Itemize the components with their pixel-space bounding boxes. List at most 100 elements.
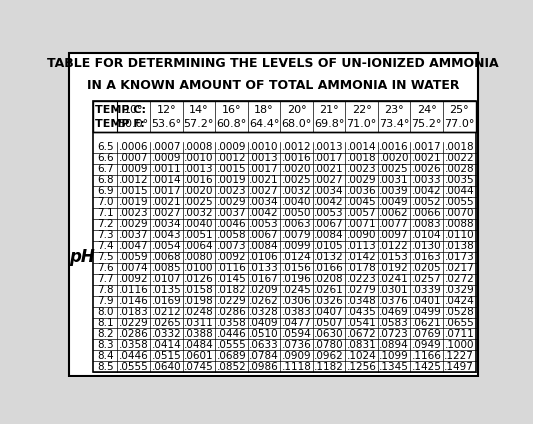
Text: .0601: .0601	[184, 351, 214, 361]
Text: .0689: .0689	[216, 351, 246, 361]
Text: .1227: .1227	[445, 351, 474, 361]
Text: .1497: .1497	[445, 362, 474, 372]
Text: .0105: .0105	[314, 241, 344, 251]
Text: .0023: .0023	[347, 164, 376, 174]
Text: .0138: .0138	[445, 241, 474, 251]
Text: .0026: .0026	[412, 164, 441, 174]
Text: 7.0: 7.0	[97, 197, 114, 207]
Text: .0027: .0027	[314, 175, 344, 185]
Text: .0021: .0021	[314, 164, 344, 174]
Text: 7.6: 7.6	[97, 263, 114, 273]
Text: 77.0°: 77.0°	[444, 119, 474, 128]
Text: .0446: .0446	[216, 329, 246, 339]
Text: .0248: .0248	[184, 307, 214, 317]
Text: .0015: .0015	[216, 164, 246, 174]
Text: .0311: .0311	[184, 318, 214, 328]
Text: .0052: .0052	[412, 197, 441, 207]
Text: 7.8: 7.8	[97, 285, 114, 295]
Text: .0080: .0080	[184, 252, 214, 262]
Text: .0640: .0640	[151, 362, 181, 372]
Text: .0047: .0047	[119, 241, 149, 251]
Text: 18°: 18°	[254, 105, 274, 114]
Text: .0736: .0736	[281, 340, 311, 350]
Text: 21°: 21°	[319, 105, 339, 114]
Text: .0100: .0100	[184, 263, 214, 273]
Text: .0672: .0672	[347, 329, 376, 339]
Text: .0962: .0962	[314, 351, 344, 361]
Text: 8.0: 8.0	[97, 307, 114, 317]
Text: .0018: .0018	[445, 142, 474, 152]
FancyBboxPatch shape	[69, 53, 478, 376]
Text: .0169: .0169	[151, 296, 181, 306]
Text: .0073: .0073	[216, 241, 246, 251]
Text: .0555: .0555	[119, 362, 149, 372]
Text: .0142: .0142	[347, 252, 376, 262]
Text: .0435: .0435	[347, 307, 376, 317]
Text: .0015: .0015	[119, 186, 149, 196]
Text: .0655: .0655	[445, 318, 474, 328]
Text: .0027: .0027	[249, 186, 279, 196]
Text: .0092: .0092	[216, 252, 246, 262]
Text: .0477: .0477	[281, 318, 311, 328]
Text: 6.8: 6.8	[97, 175, 114, 185]
Text: .0229: .0229	[119, 318, 149, 328]
Text: TEMP C:: TEMP C:	[95, 105, 146, 114]
Text: .0124: .0124	[281, 252, 311, 262]
Text: 6.6: 6.6	[97, 153, 114, 163]
Text: .0173: .0173	[445, 252, 474, 262]
Text: .0166: .0166	[314, 263, 344, 273]
Text: .0017: .0017	[412, 142, 441, 152]
Text: .0050: .0050	[282, 208, 311, 218]
Text: .0163: .0163	[412, 252, 442, 262]
Text: .0116: .0116	[119, 285, 149, 295]
Text: .0037: .0037	[216, 208, 246, 218]
Text: .0126: .0126	[184, 274, 214, 284]
Text: .0376: .0376	[379, 296, 409, 306]
Text: .0027: .0027	[151, 208, 181, 218]
Text: 69.8°: 69.8°	[314, 119, 344, 128]
Text: .0446: .0446	[119, 351, 149, 361]
Text: .0326: .0326	[314, 296, 344, 306]
Text: .1182: .1182	[314, 362, 344, 372]
Text: 68.0°: 68.0°	[281, 119, 312, 128]
Text: 8.5: 8.5	[97, 362, 114, 372]
Text: .0515: .0515	[151, 351, 181, 361]
Text: .1425: .1425	[412, 362, 442, 372]
Text: .0040: .0040	[184, 219, 214, 229]
Text: .0265: .0265	[151, 318, 181, 328]
Text: .0630: .0630	[314, 329, 344, 339]
Text: 71.0°: 71.0°	[346, 119, 377, 128]
Text: .0085: .0085	[151, 263, 181, 273]
Text: .0130: .0130	[412, 241, 441, 251]
Text: .0261: .0261	[314, 285, 344, 295]
Text: .0205: .0205	[412, 263, 441, 273]
Text: .0132: .0132	[314, 252, 344, 262]
Text: .0023: .0023	[216, 186, 246, 196]
Text: .0070: .0070	[445, 208, 474, 218]
Text: 7.3: 7.3	[97, 230, 114, 240]
Text: .0039: .0039	[379, 186, 409, 196]
Text: .0010: .0010	[184, 153, 214, 163]
Text: 7.4: 7.4	[97, 241, 114, 251]
Text: 23°: 23°	[384, 105, 404, 114]
Text: .0358: .0358	[119, 340, 149, 350]
Text: .0013: .0013	[184, 164, 214, 174]
Text: .0032: .0032	[281, 186, 311, 196]
Text: .0133: .0133	[249, 263, 279, 273]
Text: .0042: .0042	[412, 186, 441, 196]
Text: .0208: .0208	[314, 274, 344, 284]
Text: 7.7: 7.7	[97, 274, 114, 284]
Text: .0042: .0042	[249, 208, 279, 218]
Text: .0017: .0017	[314, 153, 344, 163]
Text: 60.8°: 60.8°	[216, 119, 246, 128]
Text: .0106: .0106	[249, 252, 279, 262]
Text: .0009: .0009	[119, 164, 149, 174]
Text: .0245: .0245	[281, 285, 311, 295]
Text: .0852: .0852	[216, 362, 246, 372]
Text: .0414: .0414	[151, 340, 181, 350]
Text: .0272: .0272	[445, 274, 474, 284]
Text: .0229: .0229	[216, 296, 246, 306]
Text: .0145: .0145	[216, 274, 246, 284]
Text: .0033: .0033	[412, 175, 441, 185]
Text: 7.1: 7.1	[97, 208, 114, 218]
